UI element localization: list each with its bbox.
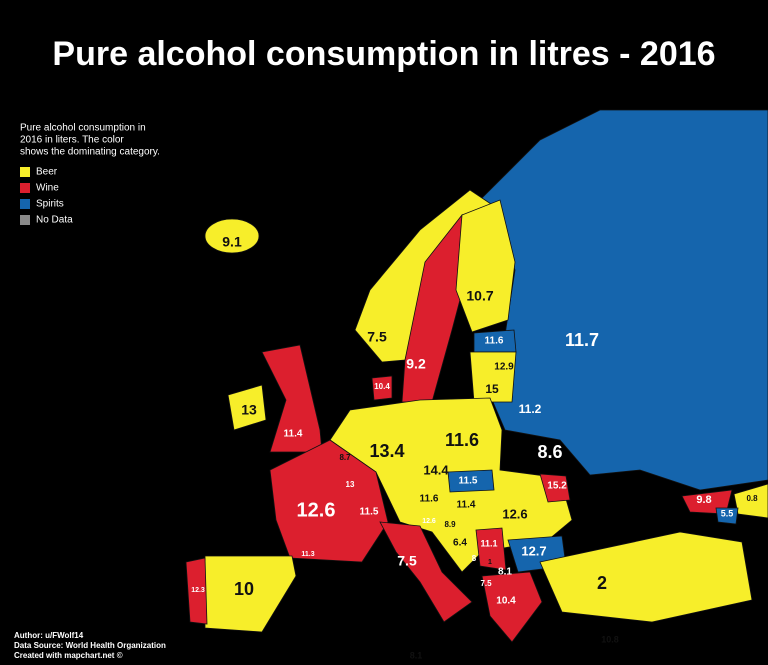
value-label: 10.4 [496,596,516,607]
credit: Data Source: World Health Organization [14,641,166,650]
value-label: 5.5 [721,508,734,518]
portugal-shape [185,557,208,625]
legend-title: shows the dominating category. [20,147,160,158]
value-label: 11.5 [360,507,379,518]
azerbaijan-shape [733,483,768,519]
title: Pure alcohol consumption in litres - 201… [52,35,715,73]
value-label: 9.1 [222,234,242,250]
italy-shape [379,521,473,623]
legend-label: Spirits [36,199,64,210]
value-label: 11.4 [284,429,303,440]
value-label: 10.8 [601,634,619,644]
legend-label: Wine [36,183,59,194]
legend-swatch [20,215,30,225]
value-label: 13.4 [369,441,404,461]
greece-shape [481,571,543,643]
baltics-shape [469,351,517,403]
value-label: 7.5 [367,329,387,345]
credit: Created with mapchart.net © [14,651,123,660]
legend-title: Pure alcohol consumption in [20,123,146,134]
serbia-shape [475,527,507,571]
russia-shape [479,109,768,491]
finland-shape [455,199,516,333]
value-label: 12.3 [191,587,205,594]
value-label: 10.4 [374,382,390,391]
legend-label: Beer [36,167,58,178]
legend-swatch [20,167,30,177]
armenia-shape [715,507,739,525]
value-labels: 9.1 10.7 7.5 9.2 11.7 11.6 12.9 15 10.4 13 11.4 11.… [191,234,758,661]
legend-swatch [20,199,30,209]
value-label: 12.6 [422,518,436,525]
ireland-shape [227,384,267,431]
value-label: 2 [597,573,607,593]
value-label: 8.1 [410,650,423,660]
value-label: 11.2 [519,402,542,416]
value-label: 1 [488,559,492,566]
value-label: 11.5 [459,476,478,487]
value-label: 11.6 [445,430,479,450]
value-label: 15.2 [547,481,567,492]
value-label: 0.8 [746,494,758,503]
value-label: 11.4 [457,500,476,511]
value-label: 11.6 [420,494,439,505]
value-label: 8.6 [537,442,562,462]
moldova-shape [539,473,571,503]
value-label: 13 [346,480,355,489]
value-label: 14.4 [423,462,449,477]
value-label: 8.7 [339,453,351,462]
value-label: 9.2 [406,356,426,372]
value-label: 12.6 [297,499,336,521]
slovakia-shape [447,469,495,493]
value-label: 6.4 [453,538,467,549]
iceland-shape [204,218,260,254]
france-shape [269,439,389,563]
value-label: 7.5 [480,579,492,588]
value-label: 12.6 [502,506,527,521]
value-label: 7.5 [397,553,417,569]
value-label: 12.7 [521,543,546,558]
value-label: 11.3 [301,551,314,558]
value-label: 12.9 [494,362,514,373]
legend-title: 2016 in liters. The color [20,135,124,146]
value-label: 8.1 [498,567,512,578]
credit: Author: u/FWolf14 [14,631,84,640]
turkey-shape [539,531,753,623]
value-label: 15 [485,382,499,396]
value-label: 11.1 [480,538,497,548]
legend-label: No Data [36,215,73,226]
value-label: 11.6 [485,336,504,347]
value-label: 10.7 [466,288,493,304]
value-label: 11.7 [565,330,599,350]
denmark-shape [371,375,393,401]
value-label: 8 [472,554,477,563]
value-label: 8.9 [444,520,456,529]
value-label: 10 [234,579,254,599]
value-label: 13 [241,402,257,418]
value-label: 9.8 [696,494,711,506]
land [185,109,768,643]
legend-swatch [20,183,30,193]
